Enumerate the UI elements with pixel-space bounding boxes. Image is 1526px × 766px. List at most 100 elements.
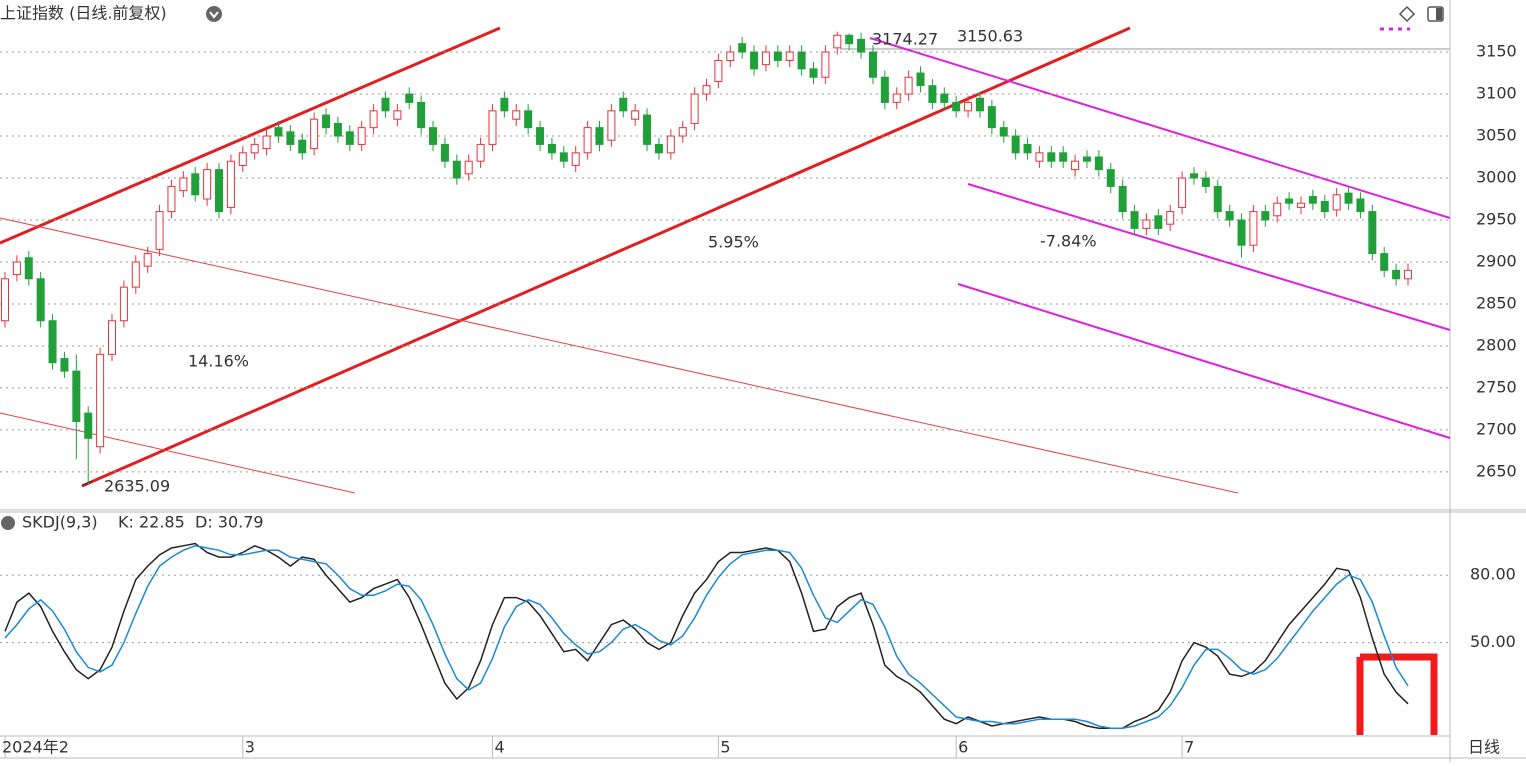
candle-body xyxy=(654,143,663,154)
candle-body xyxy=(904,76,913,95)
candle-body xyxy=(24,257,33,280)
candle-body xyxy=(417,101,426,129)
candle-body xyxy=(143,253,152,267)
annotation: -7.84% xyxy=(1040,232,1097,251)
low-arrow xyxy=(81,480,93,487)
candle-body xyxy=(987,106,996,129)
candle-body xyxy=(1035,152,1044,162)
panel-icon-fill xyxy=(1436,8,1442,20)
candle-body xyxy=(690,93,699,124)
candle-body xyxy=(393,110,402,120)
candle-body xyxy=(1178,177,1187,208)
x-tick-label: 7 xyxy=(1184,738,1194,757)
candle-body xyxy=(262,135,271,150)
annotation: 14.16% xyxy=(188,352,249,371)
candle-body xyxy=(880,76,889,103)
candle-body xyxy=(607,110,616,141)
candle-body xyxy=(857,38,866,53)
indicator-title: SKDJ(9,3) xyxy=(22,513,98,532)
y-tick-label: 2700 xyxy=(1476,419,1517,438)
chart-title: 上证指数 (日线.前复权) xyxy=(0,4,167,23)
candle-body xyxy=(1082,156,1091,162)
candle-body xyxy=(785,51,794,61)
dropdown-arrow xyxy=(209,11,219,19)
dropdown-button[interactable] xyxy=(206,6,222,22)
candle-body xyxy=(536,127,545,145)
candle-body xyxy=(702,85,711,95)
candle-body xyxy=(405,93,414,103)
candle-body xyxy=(1023,143,1032,154)
candle-body xyxy=(595,127,604,145)
panel-icon[interactable] xyxy=(1427,6,1444,22)
y-tick-label: 3150 xyxy=(1476,42,1517,61)
candle-body xyxy=(1011,135,1020,154)
draw-tool-icon[interactable] xyxy=(1398,5,1416,23)
candle-body xyxy=(369,110,378,129)
candle-body xyxy=(1106,169,1115,187)
candle-body xyxy=(1142,219,1151,229)
candle-body xyxy=(1249,211,1258,246)
candle-body xyxy=(1189,173,1198,179)
candle-body xyxy=(179,177,188,192)
candle-body xyxy=(845,34,854,45)
y-tick-label: 2900 xyxy=(1476,251,1517,270)
candle-body xyxy=(916,72,925,87)
candle-body xyxy=(524,110,533,129)
candle-body xyxy=(1071,160,1080,171)
candle-body xyxy=(631,110,640,120)
candle-body xyxy=(1047,152,1056,162)
candle-body xyxy=(1094,156,1103,171)
candle-body xyxy=(203,169,212,200)
x-tick-label: 6 xyxy=(958,738,968,757)
y-tick-label: 3100 xyxy=(1476,84,1517,103)
candle-body xyxy=(952,101,961,112)
candle-body xyxy=(96,353,105,448)
candle-body xyxy=(131,261,140,288)
legend-entry: K: 22.85 xyxy=(118,513,185,532)
candle-body xyxy=(1320,201,1329,213)
candle-body xyxy=(643,114,652,145)
x-tick-label: 5 xyxy=(720,738,730,757)
y-tick-label: 3000 xyxy=(1476,168,1517,187)
candle-body xyxy=(476,143,485,162)
candle-body xyxy=(322,114,331,129)
candle-body xyxy=(583,127,592,154)
candle-body xyxy=(1261,211,1270,221)
y-tick-label: 50.00 xyxy=(1470,632,1516,651)
candle-body xyxy=(1380,253,1389,271)
channel-line xyxy=(957,283,1451,439)
indicator-line xyxy=(4,545,1409,729)
annotation: 5.95% xyxy=(708,233,759,252)
x-tick-label: 3 xyxy=(245,738,255,757)
indicator-menu[interactable] xyxy=(1,516,15,530)
candle-body xyxy=(72,370,81,423)
candle-body xyxy=(48,320,57,364)
candle-body xyxy=(1392,269,1401,280)
candle-body xyxy=(84,412,93,439)
annotation: 2635.09 xyxy=(104,477,170,496)
y-tick-label: 2800 xyxy=(1476,335,1517,354)
candle-body xyxy=(571,152,580,166)
candle-body xyxy=(286,131,295,145)
period-label: 日线 xyxy=(1468,738,1500,757)
candle-body xyxy=(12,261,21,276)
candle-body xyxy=(1308,195,1317,204)
candle-body xyxy=(1154,215,1163,229)
y-tick-label: 2950 xyxy=(1476,209,1517,228)
x-tick-label: 2024年2 xyxy=(2,738,69,757)
trend-line xyxy=(0,412,356,494)
candle-body xyxy=(452,160,461,179)
candle-body xyxy=(797,51,806,70)
candle-body xyxy=(940,93,949,103)
candle-body xyxy=(1201,177,1210,187)
annotation: 3150.63 xyxy=(957,27,1023,46)
candle-body xyxy=(928,85,937,103)
candle-body xyxy=(1404,269,1412,280)
candle-body xyxy=(512,110,521,120)
annotation: 3174.27 xyxy=(872,30,938,49)
candle-body xyxy=(1237,219,1246,246)
candle-body xyxy=(1130,211,1139,229)
candle-body xyxy=(1285,198,1294,204)
candle-body xyxy=(429,127,438,145)
candle-body xyxy=(1332,194,1341,211)
